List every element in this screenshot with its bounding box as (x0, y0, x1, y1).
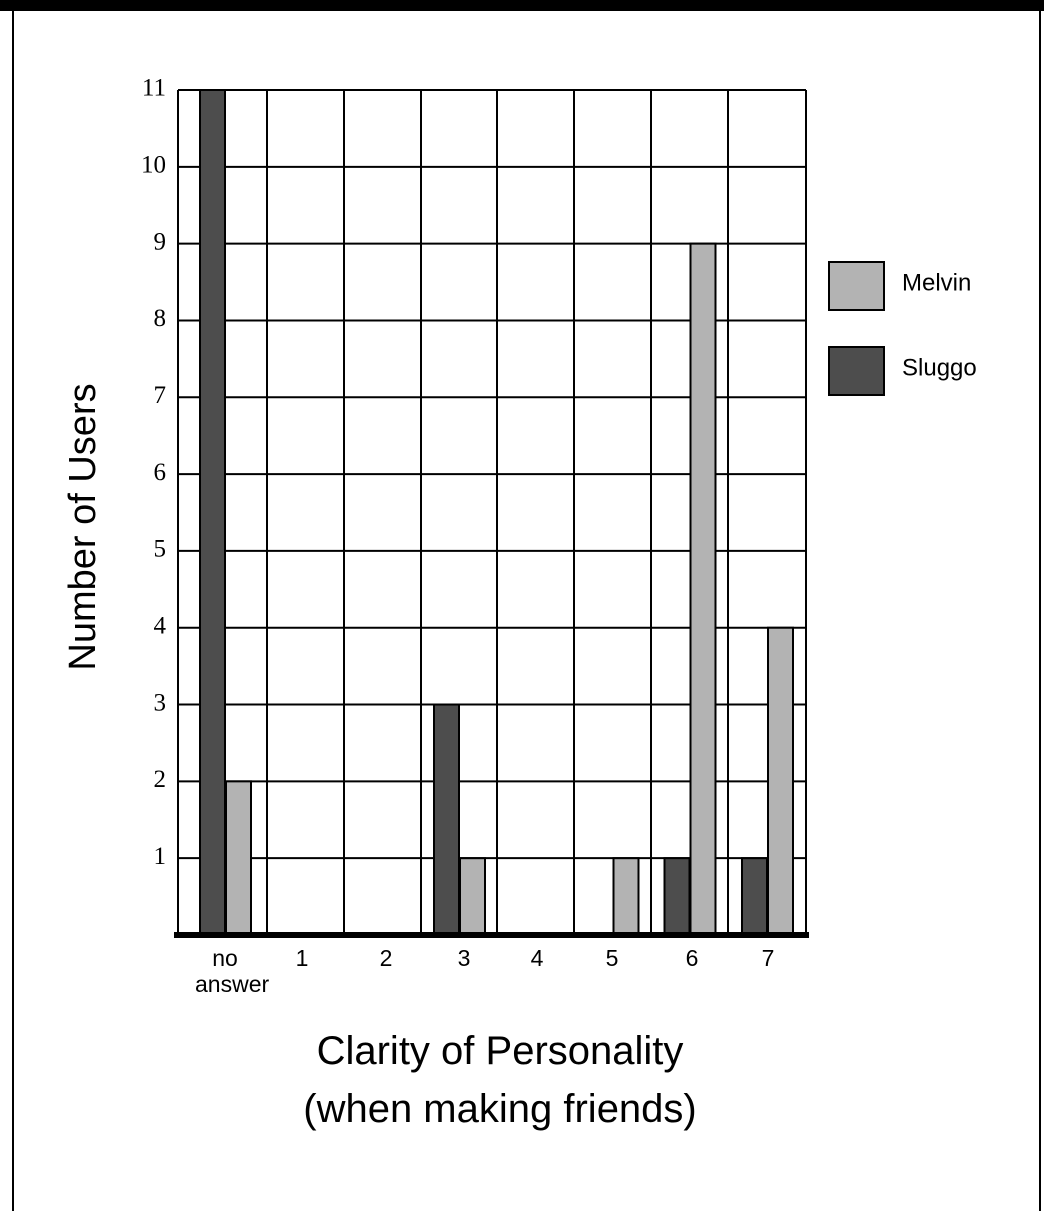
y-tick-label: 11 (142, 75, 166, 102)
y-tick-label: 3 (154, 689, 167, 716)
bar (612, 857, 640, 937)
y-tick-label: 10 (141, 152, 166, 179)
x-tick-label: 7 (761, 945, 775, 971)
bar (433, 703, 460, 937)
y-tick-label: 5 (154, 536, 167, 563)
bar (199, 89, 226, 936)
x-tick-label: 2 (379, 945, 393, 971)
y-tick-label: 2 (154, 766, 167, 793)
frame-top (0, 0, 1044, 11)
x-tick-label: no answer (195, 945, 270, 997)
x-axis-label: Clarity of Personality (316, 1029, 684, 1073)
x-tick-label: 4 (530, 945, 544, 971)
y-axis-label: Number of Users (62, 383, 104, 670)
y-tick-label: 1 (154, 843, 167, 870)
legend-swatch (828, 261, 885, 311)
bar (689, 242, 717, 937)
bar (741, 857, 768, 937)
y-tick-label: 7 (154, 382, 167, 409)
y-tick-label: 9 (154, 228, 167, 255)
legend-label: Melvin (902, 269, 971, 296)
bar (663, 857, 691, 937)
x-tick-label: 6 (685, 945, 699, 971)
y-tick-label: 4 (154, 612, 167, 639)
x-tick-label: 1 (295, 945, 309, 971)
y-tick-label: 8 (154, 305, 167, 332)
legend-swatch (828, 346, 885, 396)
x-tick-label: 5 (605, 945, 619, 971)
bar (459, 857, 486, 937)
legend-label: Sluggo (902, 354, 977, 381)
y-tick-label: 6 (154, 459, 167, 486)
x-axis-label: (when making friends) (303, 1087, 697, 1131)
bar (225, 780, 252, 937)
x-tick-label: 3 (457, 945, 471, 971)
bar (767, 626, 794, 937)
